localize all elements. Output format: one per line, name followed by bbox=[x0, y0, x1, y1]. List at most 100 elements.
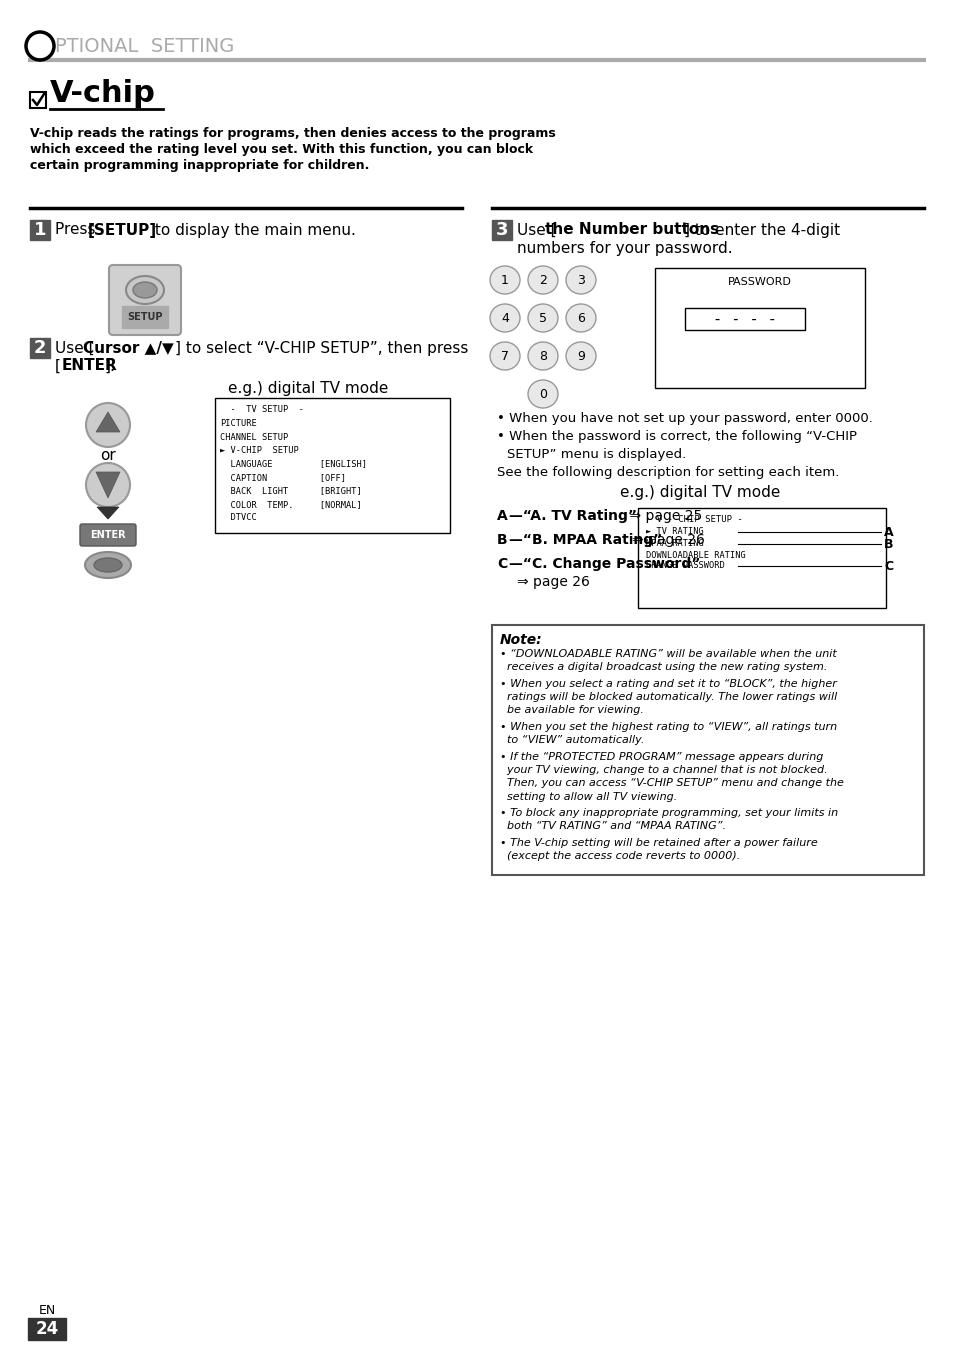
Ellipse shape bbox=[527, 342, 558, 369]
Text: LANGUAGE         [ENGLISH]: LANGUAGE [ENGLISH] bbox=[220, 460, 367, 469]
Text: • To block any inappropriate programming, set your limits in
  both “TV RATING” : • To block any inappropriate programming… bbox=[499, 807, 838, 832]
Text: to display the main menu.: to display the main menu. bbox=[150, 222, 355, 237]
Text: ► V-CHIP  SETUP: ► V-CHIP SETUP bbox=[220, 446, 298, 456]
Text: Note:: Note: bbox=[499, 634, 542, 647]
Text: C: C bbox=[497, 557, 507, 572]
Text: 6: 6 bbox=[577, 311, 584, 325]
Text: Press: Press bbox=[55, 222, 100, 237]
Ellipse shape bbox=[565, 342, 596, 369]
Text: 7: 7 bbox=[500, 349, 509, 363]
Text: certain programming inappropriate for children.: certain programming inappropriate for ch… bbox=[30, 159, 369, 173]
Text: —“C. Change Password”: —“C. Change Password” bbox=[509, 557, 700, 572]
Ellipse shape bbox=[565, 305, 596, 332]
Text: 0: 0 bbox=[538, 387, 546, 400]
Text: —“A. TV Rating”: —“A. TV Rating” bbox=[509, 510, 637, 523]
Text: CHANNEL SETUP: CHANNEL SETUP bbox=[220, 433, 288, 442]
Text: • If the “PROTECTED PROGRAM” message appears during
  your TV viewing, change to: • If the “PROTECTED PROGRAM” message app… bbox=[499, 752, 843, 802]
Ellipse shape bbox=[527, 380, 558, 408]
FancyBboxPatch shape bbox=[109, 266, 181, 336]
Ellipse shape bbox=[490, 342, 519, 369]
Bar bbox=[492, 220, 512, 240]
Text: • When you have not set up your password, enter 0000.: • When you have not set up your password… bbox=[497, 412, 872, 425]
Ellipse shape bbox=[565, 266, 596, 294]
Text: - - - -: - - - - bbox=[712, 311, 776, 326]
Text: MPAA RATING: MPAA RATING bbox=[645, 539, 703, 549]
Ellipse shape bbox=[132, 282, 157, 298]
Text: DOWNLOADABLE RATING: DOWNLOADABLE RATING bbox=[645, 550, 745, 559]
Text: 2: 2 bbox=[33, 338, 46, 357]
Text: [: [ bbox=[55, 359, 61, 373]
Ellipse shape bbox=[126, 276, 164, 305]
Text: e.g.) digital TV mode: e.g.) digital TV mode bbox=[228, 380, 388, 395]
Text: 24: 24 bbox=[35, 1320, 58, 1339]
Ellipse shape bbox=[490, 266, 519, 294]
FancyBboxPatch shape bbox=[80, 524, 136, 546]
Text: SETUP: SETUP bbox=[127, 311, 163, 322]
Text: B: B bbox=[497, 532, 507, 547]
Text: PICTURE: PICTURE bbox=[220, 419, 256, 429]
Text: Use [: Use [ bbox=[55, 341, 94, 356]
Text: ] to select “V-CHIP SETUP”, then press: ] to select “V-CHIP SETUP”, then press bbox=[174, 341, 468, 356]
Text: • The V-chip setting will be retained after a power failure
  (except the access: • The V-chip setting will be retained af… bbox=[499, 838, 817, 861]
Text: numbers for your password.: numbers for your password. bbox=[517, 240, 732, 256]
Text: 5: 5 bbox=[538, 311, 546, 325]
Ellipse shape bbox=[85, 551, 131, 578]
Text: PTIONAL  SETTING: PTIONAL SETTING bbox=[55, 36, 234, 55]
Text: 3: 3 bbox=[577, 274, 584, 287]
Text: ⇒ page 26: ⇒ page 26 bbox=[517, 576, 589, 589]
Text: See the following description for setting each item.: See the following description for settin… bbox=[497, 466, 839, 479]
Text: which exceed the rating level you set. With this function, you can block: which exceed the rating level you set. W… bbox=[30, 143, 533, 156]
Polygon shape bbox=[96, 472, 120, 497]
Text: CAPTION          [OFF]: CAPTION [OFF] bbox=[220, 473, 346, 483]
Polygon shape bbox=[97, 507, 119, 519]
Text: • When you select a rating and set it to “BLOCK”, the higher
  ratings will be b: • When you select a rating and set it to… bbox=[499, 679, 837, 716]
Text: or: or bbox=[100, 448, 115, 462]
Text: 2: 2 bbox=[538, 274, 546, 287]
Ellipse shape bbox=[86, 403, 130, 448]
Text: 3: 3 bbox=[496, 221, 508, 239]
Ellipse shape bbox=[527, 305, 558, 332]
Text: • When the password is correct, the following “V-CHIP: • When the password is correct, the foll… bbox=[497, 430, 856, 443]
Text: COLOR  TEMP.     [NORMAL]: COLOR TEMP. [NORMAL] bbox=[220, 500, 361, 510]
Text: Use [: Use [ bbox=[517, 222, 556, 237]
Text: ⇒ page 25: ⇒ page 25 bbox=[612, 510, 701, 523]
Text: [SETUP]: [SETUP] bbox=[88, 222, 157, 237]
Text: BACK  LIGHT      [BRIGHT]: BACK LIGHT [BRIGHT] bbox=[220, 487, 361, 496]
Text: ] to enter the 4-digit: ] to enter the 4-digit bbox=[683, 222, 840, 237]
Ellipse shape bbox=[86, 462, 130, 507]
Text: • “DOWNLOADABLE RATING” will be available when the unit
  receives a digital bro: • “DOWNLOADABLE RATING” will be availabl… bbox=[499, 648, 836, 673]
Bar bbox=[30, 92, 46, 108]
Ellipse shape bbox=[490, 305, 519, 332]
Text: -  TV SETUP  -: - TV SETUP - bbox=[220, 406, 304, 414]
FancyBboxPatch shape bbox=[684, 307, 804, 330]
Text: —“B. MPAA Rating”: —“B. MPAA Rating” bbox=[509, 532, 661, 547]
Text: V-chip: V-chip bbox=[50, 80, 155, 108]
Text: ENTER: ENTER bbox=[62, 359, 117, 373]
Text: ].: ]. bbox=[105, 359, 115, 373]
Text: ► TV RATING: ► TV RATING bbox=[645, 527, 703, 537]
Text: CHANGE PASSWORD: CHANGE PASSWORD bbox=[645, 562, 724, 570]
Text: DTVCC: DTVCC bbox=[220, 514, 256, 523]
Bar bbox=[30, 338, 50, 359]
Text: C: C bbox=[883, 559, 892, 573]
Text: V-chip reads the ratings for programs, then denies access to the programs: V-chip reads the ratings for programs, t… bbox=[30, 127, 556, 140]
Text: 8: 8 bbox=[538, 349, 546, 363]
Ellipse shape bbox=[527, 266, 558, 294]
Text: ENTER: ENTER bbox=[91, 530, 126, 541]
Text: 9: 9 bbox=[577, 349, 584, 363]
Text: 1: 1 bbox=[500, 274, 508, 287]
FancyBboxPatch shape bbox=[214, 398, 450, 532]
Bar bbox=[30, 220, 50, 240]
Text: • When you set the highest rating to “VIEW”, all ratings turn
  to “VIEW” automa: • When you set the highest rating to “VI… bbox=[499, 723, 836, 745]
Text: PASSWORD: PASSWORD bbox=[727, 276, 791, 287]
Text: A: A bbox=[883, 526, 893, 538]
Text: the Number buttons: the Number buttons bbox=[544, 222, 719, 237]
FancyBboxPatch shape bbox=[638, 508, 885, 608]
Text: 1: 1 bbox=[33, 221, 46, 239]
FancyBboxPatch shape bbox=[655, 268, 864, 388]
Text: B: B bbox=[883, 538, 893, 550]
Polygon shape bbox=[96, 412, 120, 431]
Text: - V - CHIP SETUP -: - V - CHIP SETUP - bbox=[645, 515, 742, 524]
FancyBboxPatch shape bbox=[492, 625, 923, 875]
Text: ⇒ page 26: ⇒ page 26 bbox=[631, 532, 704, 547]
